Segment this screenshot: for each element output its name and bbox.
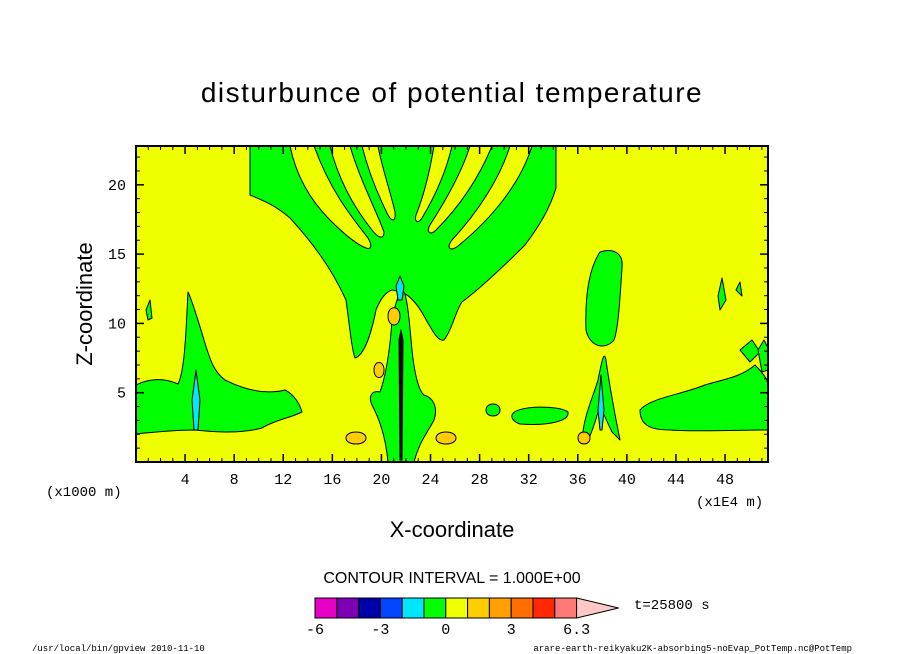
cold-core-center (395, 275, 405, 301)
green-patch-right-3 (735, 281, 743, 297)
warm-pocket-center-2 (373, 362, 385, 378)
cold-streak-center (398, 329, 404, 461)
x-tick-label: 44 (667, 472, 685, 489)
yellow-stripe-fan-2 (329, 146, 385, 238)
colorbar-tick-label: 6.3 (563, 622, 590, 639)
x-tick-label: 40 (618, 472, 636, 489)
green-region-low-band-1 (485, 403, 501, 417)
warm-pocket-center-4 (435, 431, 457, 445)
green-patch-right-4 (757, 339, 768, 373)
y-tick-label: 5 (117, 386, 126, 403)
footer-right: arare-earth-reikyaku2K-absorbing5-noEvap… (533, 644, 852, 654)
x-tick-label: 4 (181, 472, 190, 489)
green-patch-right-2 (717, 277, 727, 311)
green-region-low-band-2 (511, 406, 569, 425)
cold-core-left (191, 369, 201, 431)
colorbar-swatch (314, 597, 338, 619)
x-scale-label: (x1E4 m) (696, 495, 763, 511)
colorbar-swatch (336, 597, 360, 619)
colorbar-swatch (554, 597, 578, 619)
green-region-left-layer (136, 291, 303, 435)
yellow-stripe-fan-5 (427, 146, 493, 234)
y-tick-label: 10 (108, 316, 126, 333)
colorbar-tick-label: 0 (441, 622, 450, 639)
colorbar-tick-label: 3 (507, 622, 516, 639)
colorbar-tick-label: -3 (371, 622, 389, 639)
colorbar-arrow (576, 597, 619, 619)
warm-pocket-center-3 (345, 431, 367, 445)
colorbar-swatch (358, 597, 381, 619)
x-tick-label: 12 (274, 472, 292, 489)
green-patch-left-upper (145, 299, 153, 321)
yellow-stripe-fan-4 (415, 146, 453, 223)
contour-interval-label: CONTOUR INTERVAL = 1.000E+00 (323, 570, 580, 587)
warm-pocket-right (577, 431, 591, 445)
green-region-right-layer (639, 364, 768, 432)
cold-core-right (597, 374, 605, 431)
x-tick-label: 24 (422, 472, 440, 489)
colorbar-tick-label: -6 (306, 622, 324, 639)
footer-left: /usr/local/bin/gpview 2010-11-10 (32, 644, 205, 654)
x-axis-label: X-coordinate (390, 517, 515, 542)
x-axis-ticks: 4 8 12 16 20 24 28 32 36 40 44 48 (147, 146, 763, 489)
time-label: t=25800 s (634, 598, 710, 614)
colorbar-swatch (401, 597, 425, 619)
x-tick-label: 8 (230, 472, 239, 489)
y-axis-ticks: 5 10 15 20 (108, 156, 768, 449)
colorbar: -6 -3 0 3 6.3 (306, 597, 619, 639)
y-tick-label: 15 (108, 247, 126, 264)
x-tick-label: 36 (569, 472, 587, 489)
colorbar-swatch (379, 597, 403, 619)
colorbar-swatch (423, 597, 447, 619)
x-tick-label: 16 (323, 472, 341, 489)
x-tick-label: 32 (520, 472, 538, 489)
x-tick-label: 28 (471, 472, 489, 489)
chart-title: disturbunce of potential temperature (201, 77, 703, 108)
x-tick-label: 48 (716, 472, 734, 489)
yellow-stripe-fan-3 (361, 146, 396, 221)
yellow-stripe-fan-6 (448, 146, 533, 250)
colorbar-swatch (532, 597, 556, 619)
plot-frame (135, 145, 769, 463)
y-axis-label: Z-coordinate (72, 242, 97, 366)
x-unit-label: (x1000 m) (46, 485, 122, 501)
warm-pocket-center-1 (387, 307, 401, 326)
yellow-stripe-fan-1 (289, 146, 372, 249)
colorbar-swatch (510, 597, 534, 619)
y-tick-label: 20 (108, 178, 126, 195)
colorbar-swatch (445, 597, 469, 619)
x-tick-label: 20 (372, 472, 390, 489)
colorbar-swatch (467, 597, 490, 619)
green-region-right-column (585, 250, 623, 347)
colorbar-swatch (488, 597, 512, 619)
